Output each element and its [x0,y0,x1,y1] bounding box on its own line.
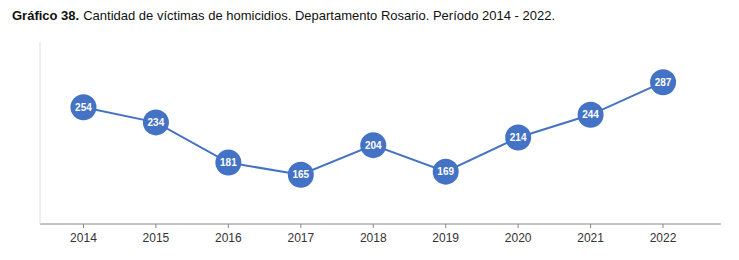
data-label: 234 [148,117,165,128]
x-tick-label: 2020 [505,231,532,245]
data-label: 214 [510,132,527,143]
marker [143,109,169,135]
x-tick [373,224,374,228]
x-tick-label: 2016 [215,231,242,245]
marker [505,125,531,151]
marker [288,162,314,188]
x-tick-label: 2015 [143,231,170,245]
x-tick [83,224,84,228]
x-tick-label: 2014 [70,231,97,245]
x-tick [590,224,591,228]
x-tick-label: 2022 [650,231,677,245]
background [0,0,739,260]
y-axis-line [40,42,41,224]
x-tick-label: 2018 [360,231,387,245]
title: Gráfico 38. [12,8,79,23]
subtitle: Cantidad de víctimas de homicidios. Depa… [83,8,555,23]
data-label: 181 [220,157,237,168]
chart: Gráfico 38. Cantidad de víctimas de homic… [0,0,739,260]
x-tick-label: 2017 [287,231,314,245]
data-label: 169 [437,166,454,177]
x-tick [663,224,664,228]
x-tick-label: 2021 [577,231,604,245]
marker [215,150,241,176]
data-label: 287 [655,77,672,88]
plot-area [70,69,676,188]
x-tick [300,224,301,228]
data-label: 254 [75,102,92,113]
x-axis-line [40,224,721,225]
data-label: 165 [292,169,309,180]
chart-container: Gráfico 38. Cantidad de víctimas de homic… [0,0,739,260]
line [83,82,663,175]
x-tick [518,224,519,228]
data-label: 204 [365,140,382,151]
marker [70,94,96,120]
x-tick [445,224,446,228]
data-label: 244 [582,109,599,120]
x-tick-label: 2019 [432,231,459,245]
marker [650,69,676,95]
marker [433,159,459,185]
x-tick [228,224,229,228]
x-tick [155,224,156,228]
marker [360,132,386,158]
marker [578,102,604,128]
title-line: Gráfico 38. Cantidad de víctimas de homic… [12,8,555,23]
